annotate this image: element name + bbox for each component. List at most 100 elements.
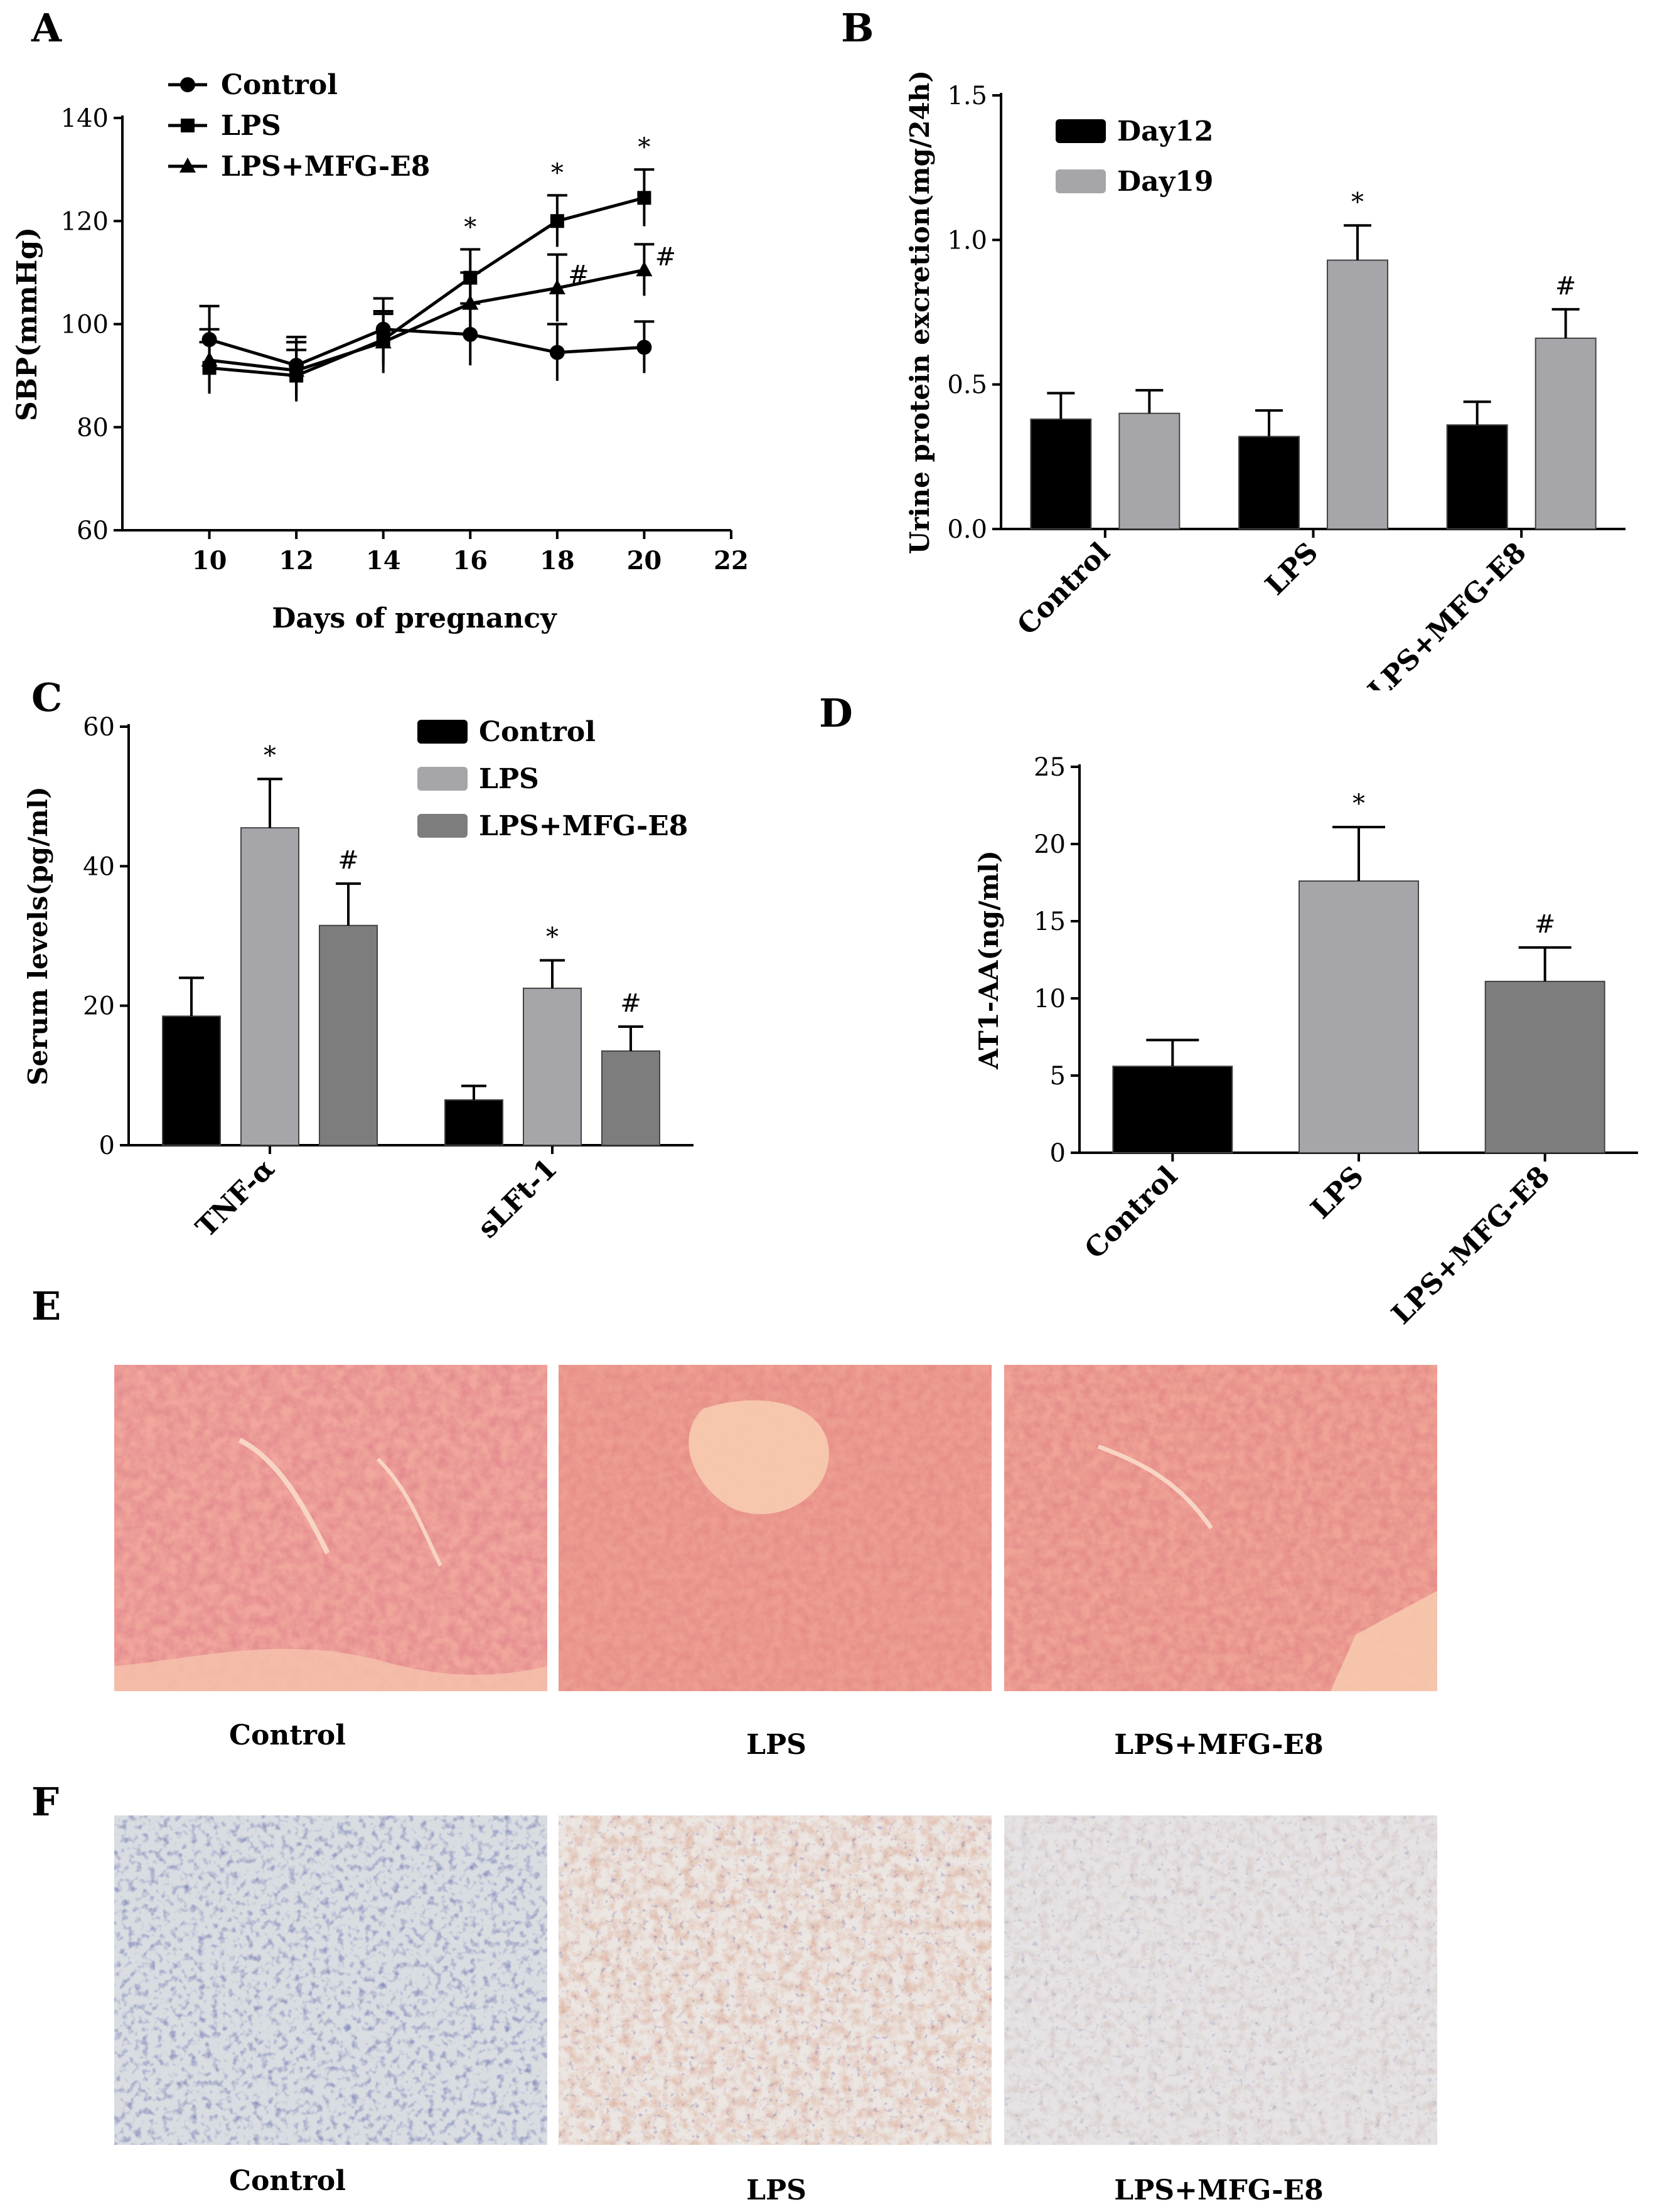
- b-legend-label: Day12: [1117, 115, 1213, 147]
- he-image-control: [114, 1365, 547, 1691]
- b-bar: [1030, 418, 1092, 530]
- b-y-axis-title: Urine protein excretion(mg/24h): [904, 70, 935, 554]
- a-legend-label: LPS+MFG-E8: [221, 151, 430, 183]
- a-legend-label: Control: [221, 69, 338, 101]
- chart-c-serum-levels: 0 20 40 60 TNF-α * # sLFt-1 * # Serum levels(pg/ml…: [23, 713, 694, 1244]
- b-y-tick-label: 1.5: [947, 82, 987, 110]
- he-image-control-graphic: [114, 1365, 547, 1691]
- d-bar: [1484, 980, 1605, 1153]
- b-bar: [1238, 435, 1300, 530]
- a-legend-marker: [181, 119, 195, 132]
- b-category-label: LPS+MFG-E8: [1362, 537, 1533, 690]
- d-y-tick-label: 25: [1034, 753, 1066, 782]
- d-y-tick-label: 15: [1034, 907, 1066, 936]
- b-bar: [1327, 259, 1388, 530]
- he-caption-lps: LPS: [746, 1729, 806, 1761]
- b-y-tick-label: 0.0: [947, 515, 987, 544]
- a-legend-marker: [180, 77, 195, 92]
- c-y-tick-label: 0: [99, 1131, 115, 1160]
- b-bar: [1118, 412, 1181, 530]
- a-point: [549, 279, 565, 295]
- d-bar: [1112, 1066, 1233, 1153]
- d-significance-mark: *: [1352, 789, 1365, 818]
- a-point: [375, 333, 392, 349]
- c-legend-swatch: [417, 767, 468, 791]
- a-significance-mark: *: [464, 213, 476, 242]
- c-y-tick-label: 20: [83, 992, 115, 1021]
- c-legend-label: LPS+MFG-E8: [479, 810, 688, 842]
- c-category-label: TNF-α: [190, 1153, 281, 1244]
- panel-label-f: F: [31, 1779, 60, 1825]
- b-legend-swatch: [1056, 119, 1106, 143]
- d-y-tick-label: 10: [1034, 985, 1066, 1013]
- c-significance-mark: #: [620, 989, 641, 1018]
- he-caption-control: Control: [229, 1719, 346, 1751]
- ihc-image-control-graphic: [114, 1815, 547, 2145]
- a-y-tick-label: 100: [61, 311, 109, 339]
- a-point: [637, 191, 651, 205]
- ihc-caption-lps-mfg-e8: LPS+MFG-E8: [1114, 2174, 1324, 2206]
- a-x-tick-label: 12: [279, 546, 314, 575]
- b-significance-mark: #: [1555, 272, 1577, 301]
- a-significance-mark: #: [655, 242, 677, 271]
- c-bar: [319, 924, 378, 1146]
- b-legend-label: Day19: [1117, 166, 1213, 198]
- ihc-image-lps: [559, 1815, 992, 2145]
- a-significance-mark: *: [551, 159, 564, 188]
- b-bar: [1534, 337, 1597, 530]
- he-caption-lps-mfg-e8: LPS+MFG-E8: [1114, 1729, 1324, 1761]
- panel-label-c: C: [31, 675, 63, 720]
- he-image-lps-graphic: [559, 1365, 992, 1691]
- c-legend-label: LPS: [479, 763, 539, 795]
- c-legend-swatch: [417, 720, 468, 744]
- a-y-tick-label: 140: [61, 104, 109, 133]
- c-significance-mark: #: [338, 846, 359, 875]
- he-image-lps: [559, 1365, 992, 1691]
- d-bar: [1299, 880, 1419, 1153]
- he-image-lps-mfg-e8-graphic: [1004, 1365, 1437, 1691]
- c-legend-swatch: [417, 814, 468, 838]
- a-series-line-1: [209, 196, 645, 378]
- b-legend-swatch: [1056, 169, 1106, 193]
- he-image-lps-mfg-e8: [1004, 1365, 1437, 1691]
- a-x-axis-title: Days of pregnancy: [272, 602, 557, 634]
- ihc-image-lps-mfg-e8-graphic: [1004, 1815, 1437, 2145]
- c-y-axis-title: Serum levels(pg/ml): [23, 786, 53, 1085]
- a-series-line-2: [209, 268, 645, 372]
- d-category-label: Control: [1079, 1160, 1184, 1266]
- a-significance-mark: *: [638, 133, 650, 162]
- panel-label-e: E: [31, 1283, 62, 1329]
- a-point: [636, 261, 653, 277]
- ihc-caption-lps: LPS: [746, 2174, 806, 2206]
- a-point: [201, 351, 218, 366]
- chart-d-at1-aa: 0 5 10 15 20 25 Control LPS * LPS+MFG-E8 # AT1-AA(n…: [973, 753, 1638, 1331]
- a-x-tick-label: 18: [540, 546, 575, 575]
- a-x-tick-label: 22: [714, 546, 749, 575]
- a-legend-label: LPS: [221, 110, 281, 142]
- a-x-tick-label: 16: [453, 546, 488, 575]
- b-bar: [1446, 424, 1508, 530]
- c-significance-mark: *: [264, 741, 276, 770]
- a-point: [636, 339, 652, 355]
- c-bar: [162, 1015, 221, 1146]
- a-x-tick-label: 10: [192, 546, 227, 575]
- a-y-axis-title: SBP(mmHg): [11, 227, 43, 421]
- chart-a-sbp: 60 80 100 120 140 10 12 14 16 18 20 22 Days of pregn…: [11, 69, 749, 634]
- d-y-tick-label: 5: [1050, 1062, 1066, 1091]
- a-series-line-0: [208, 328, 645, 367]
- c-legend-label: Control: [479, 716, 596, 748]
- d-y-tick-label: 0: [1050, 1139, 1066, 1168]
- a-legend-marker: [179, 158, 196, 173]
- d-y-axis-title: AT1-AA(ng/ml): [973, 850, 1004, 1070]
- d-category-label: LPS+MFG-E8: [1386, 1160, 1556, 1331]
- a-x-tick-label: 14: [366, 546, 401, 575]
- panel-label-a: A: [31, 5, 62, 51]
- b-significance-mark: *: [1351, 188, 1364, 216]
- panel-label-d: D: [819, 690, 853, 736]
- b-category-label: LPS: [1259, 537, 1324, 602]
- c-bar: [601, 1050, 660, 1146]
- c-bar: [240, 827, 299, 1146]
- c-category-label: sLFt-1: [471, 1153, 563, 1244]
- a-point: [549, 345, 565, 360]
- ihc-image-lps-graphic: [559, 1815, 992, 2145]
